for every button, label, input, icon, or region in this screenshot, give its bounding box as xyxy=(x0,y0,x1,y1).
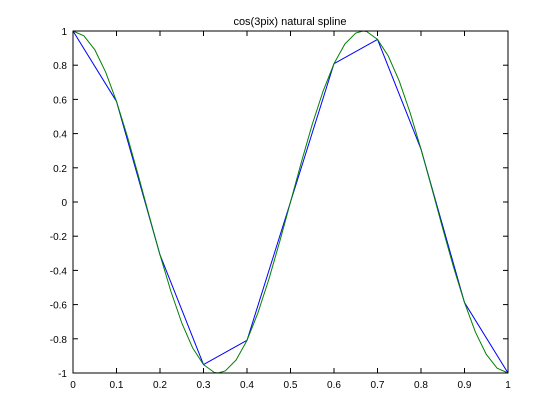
y-tick-label: -0.6 xyxy=(50,301,68,312)
x-tick-label: 0.8 xyxy=(414,380,428,391)
y-tick-label: 0.4 xyxy=(53,130,67,141)
y-tick-label: -0.4 xyxy=(50,266,68,277)
y-tick-label: -0.2 xyxy=(50,232,68,243)
series-line-green xyxy=(72,30,509,374)
x-tick-label: 1 xyxy=(505,380,511,391)
ticks-layer: 0 0.1 0.2 0.3 0.4 0.5 0.6 0.7 0.8 0.9 1 1 0.8 0.6 0.4 0… xyxy=(50,27,511,391)
y-tick-label: -0.8 xyxy=(50,335,68,346)
x-tick-label: 0.1 xyxy=(110,380,124,391)
x-tick-label: 0 xyxy=(70,380,76,391)
x-tick-label: 0.3 xyxy=(197,380,211,391)
y-tick-label: -1 xyxy=(58,369,67,380)
x-tick-label: 0.7 xyxy=(371,380,385,391)
x-tick-label: 0.5 xyxy=(284,380,298,391)
y-tick-label: 0.2 xyxy=(53,164,67,175)
chart-title: cos(3pix) natural spline xyxy=(233,16,346,28)
x-tick-label: 0.9 xyxy=(458,380,472,391)
y-tick-label: 0.6 xyxy=(53,95,67,106)
y-tick-label: 0.8 xyxy=(53,61,67,72)
series-layer xyxy=(72,30,509,374)
y-tick-label: 0 xyxy=(61,198,67,209)
x-tick-label: 0.6 xyxy=(327,380,341,391)
y-tick-label: 1 xyxy=(61,27,67,38)
x-tick-label: 0.2 xyxy=(153,380,167,391)
x-tick-label: 0.4 xyxy=(240,380,254,391)
